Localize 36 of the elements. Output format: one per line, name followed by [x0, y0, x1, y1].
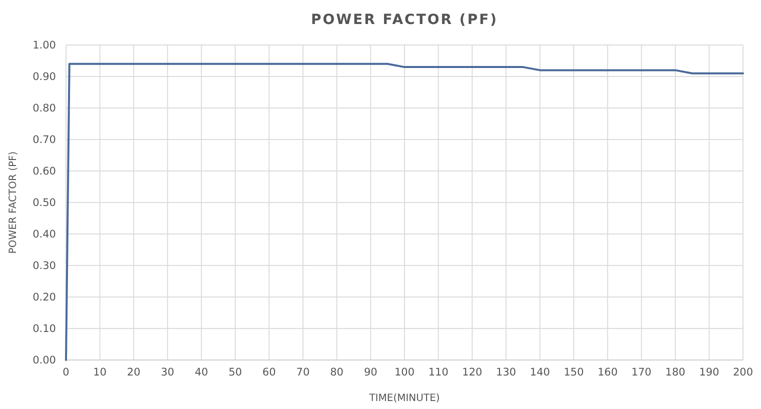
- x-tick-label: 130: [496, 366, 516, 378]
- y-axis-title: POWER FACTOR (PF): [8, 151, 19, 254]
- x-tick-label: 120: [462, 366, 482, 378]
- x-tick-label: 160: [598, 366, 618, 378]
- y-tick-label: 0.60: [32, 165, 56, 178]
- x-tick-label: 60: [262, 366, 276, 378]
- y-tick-label: 0.20: [32, 291, 56, 304]
- x-tick-label: 150: [564, 366, 584, 378]
- y-tick-label: 0.40: [32, 228, 56, 240]
- x-tick-label: 50: [228, 366, 242, 378]
- y-tick-label: 0.70: [32, 134, 56, 146]
- y-tick-label: 0.30: [32, 260, 56, 272]
- x-tick-label: 10: [93, 366, 107, 378]
- x-tick-label: 180: [665, 366, 686, 378]
- x-tick-label: 20: [127, 366, 140, 378]
- x-tick-label: 200: [732, 366, 754, 378]
- x-tick-label: 110: [428, 366, 448, 378]
- x-tick-label: 170: [631, 366, 652, 378]
- x-tick-label: 190: [699, 366, 720, 378]
- x-tick-label: 0: [62, 366, 70, 378]
- y-tick-label: 0.00: [32, 354, 56, 366]
- x-tick-label: 40: [194, 366, 208, 378]
- x-tick-label: 90: [364, 366, 378, 378]
- y-tick-label: 0.80: [32, 102, 56, 114]
- y-tick-label: 1.00: [32, 39, 56, 52]
- y-tick-label: 0.50: [32, 196, 56, 209]
- x-tick-label: 30: [160, 366, 174, 378]
- x-tick-label: 100: [394, 366, 415, 378]
- y-tick-label: 0.10: [32, 322, 56, 335]
- x-axis-title: TIME(MINUTE): [368, 393, 440, 404]
- x-tick-label: 70: [296, 366, 310, 378]
- x-tick-label: 140: [530, 366, 550, 378]
- chart-title: POWER FACTOR (PF): [310, 12, 498, 28]
- line-series: [65, 62, 744, 361]
- x-tick-label: 80: [330, 366, 344, 378]
- y-tick-label: 0.90: [32, 70, 56, 83]
